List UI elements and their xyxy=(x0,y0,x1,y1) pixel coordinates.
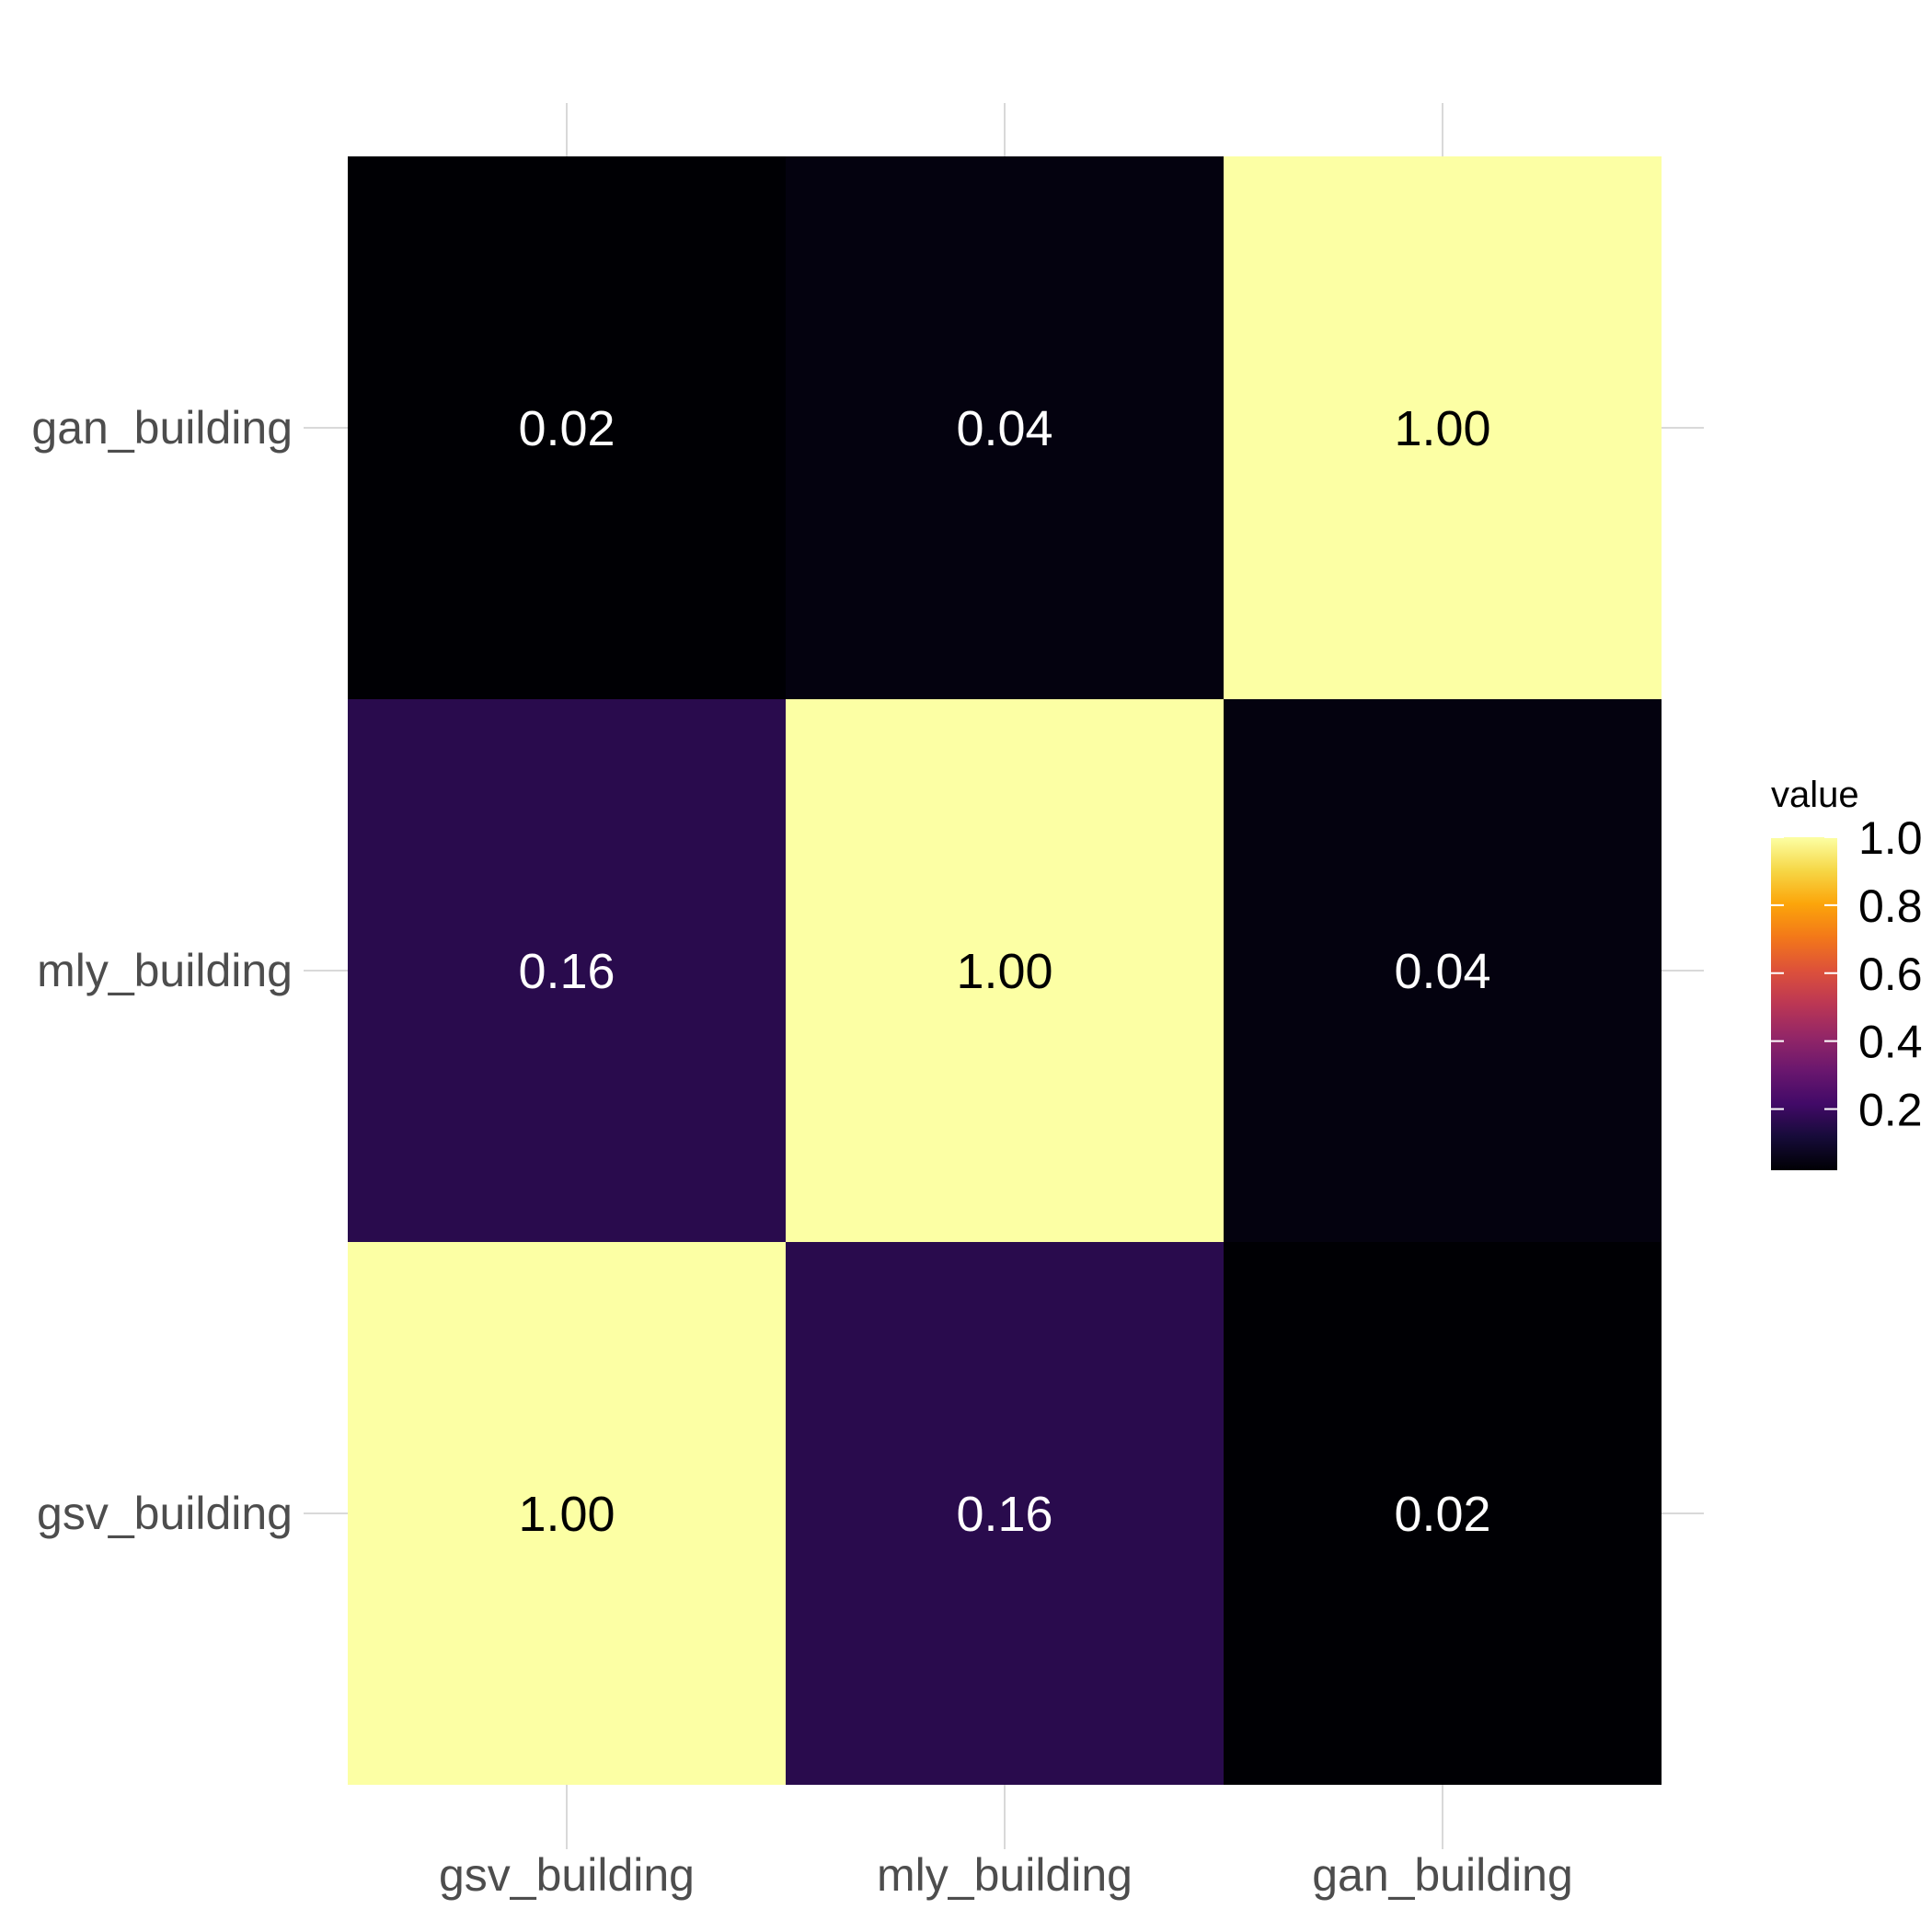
heatmap-cells xyxy=(348,156,1662,1785)
y-tick-label: mly_building xyxy=(37,945,293,996)
legend-colorbar xyxy=(1771,837,1837,1170)
x-axis: gsv_building mly_building gan_building xyxy=(439,1849,1573,1901)
heatmap-cell-gan_building-mly_building xyxy=(1224,699,1662,1242)
legend-tick-label: 1.0 xyxy=(1858,812,1923,864)
legend-title: value xyxy=(1771,775,1859,815)
heatmap-cell-mly_building-mly_building xyxy=(786,699,1224,1242)
cell-value-label: 1.00 xyxy=(1394,401,1490,456)
legend-ticks: 0.2 0.4 0.6 0.8 1.0 xyxy=(1771,812,1923,1136)
x-tick-label: gan_building xyxy=(1312,1849,1573,1901)
legend-tick-label: 0.6 xyxy=(1858,949,1923,1000)
heatmap-cell-gsv_building-gsv_building xyxy=(348,1242,786,1785)
legend-tick-label: 0.8 xyxy=(1858,880,1923,932)
heatmap-cell-gan_building-gsv_building xyxy=(1224,1242,1662,1785)
y-tick-label: gan_building xyxy=(31,402,293,454)
cell-value-label: 0.02 xyxy=(1394,1487,1490,1542)
heatmap-cell-mly_building-gsv_building xyxy=(786,1242,1224,1785)
heatmap-cell-mly_building-gan_building xyxy=(786,156,1224,699)
cell-value-label: 0.16 xyxy=(956,1487,1052,1542)
y-axis: gsv_building mly_building gan_building xyxy=(31,402,293,1539)
legend-tick-label: 0.4 xyxy=(1858,1017,1923,1068)
x-tick-label: mly_building xyxy=(877,1849,1133,1901)
heatmap-cell-gsv_building-mly_building xyxy=(348,699,786,1242)
color-legend: value 0.2 0.4 0.6 0.8 1.0 xyxy=(1771,775,1923,1170)
x-tick-label: gsv_building xyxy=(439,1849,695,1901)
cell-value-label: 1.00 xyxy=(956,944,1052,999)
y-tick-label: gsv_building xyxy=(37,1488,293,1539)
legend-tick-label: 0.2 xyxy=(1858,1085,1923,1136)
cell-value-label: 0.16 xyxy=(518,944,615,999)
heatmap-cell-gsv_building-gan_building xyxy=(348,156,786,699)
cell-value-label: 1.00 xyxy=(518,1487,615,1542)
cell-value-labels: 1.00 0.16 0.02 0.16 1.00 0.04 0.02 0.04 1.00 xyxy=(518,401,1490,1542)
cell-value-label: 0.04 xyxy=(1394,944,1490,999)
cell-value-label: 0.02 xyxy=(518,401,615,456)
cell-value-label: 0.04 xyxy=(956,401,1052,456)
heatmap-cell-gan_building-gan_building xyxy=(1224,156,1662,699)
